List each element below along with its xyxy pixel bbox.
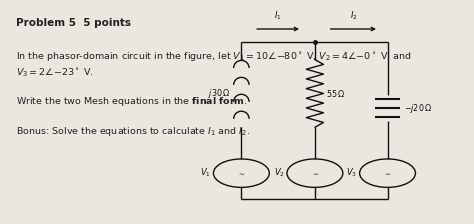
Text: $I_1$: $I_1$ (274, 10, 282, 22)
Text: $V_3$: $V_3$ (346, 167, 357, 179)
Text: $\sim$: $\sim$ (237, 170, 246, 176)
Text: $V_2$: $V_2$ (274, 167, 285, 179)
Text: Problem 5  5 points: Problem 5 5 points (16, 18, 131, 28)
Text: $55\,\Omega$: $55\,\Omega$ (326, 88, 345, 99)
Text: In the phasor-domain circuit in the figure, let $V_1 = 10\angle{-80^\circ}$ V, $: In the phasor-domain circuit in the figu… (16, 51, 411, 79)
Text: $I_2$: $I_2$ (349, 10, 357, 22)
Text: $V_1$: $V_1$ (201, 167, 211, 179)
Text: $j30\,\Omega$: $j30\,\Omega$ (208, 87, 231, 100)
Text: $\sim$: $\sim$ (383, 170, 392, 176)
Text: Bonus: Solve the equations to calculate $I_1$ and $I_2$.: Bonus: Solve the equations to calculate … (16, 125, 250, 138)
Text: $-j20\,\Omega$: $-j20\,\Omega$ (404, 102, 432, 115)
Text: Write the two Mesh equations in the $\mathbf{final\ form}$.: Write the two Mesh equations in the $\ma… (16, 95, 247, 108)
Text: $\sim$: $\sim$ (310, 170, 319, 176)
